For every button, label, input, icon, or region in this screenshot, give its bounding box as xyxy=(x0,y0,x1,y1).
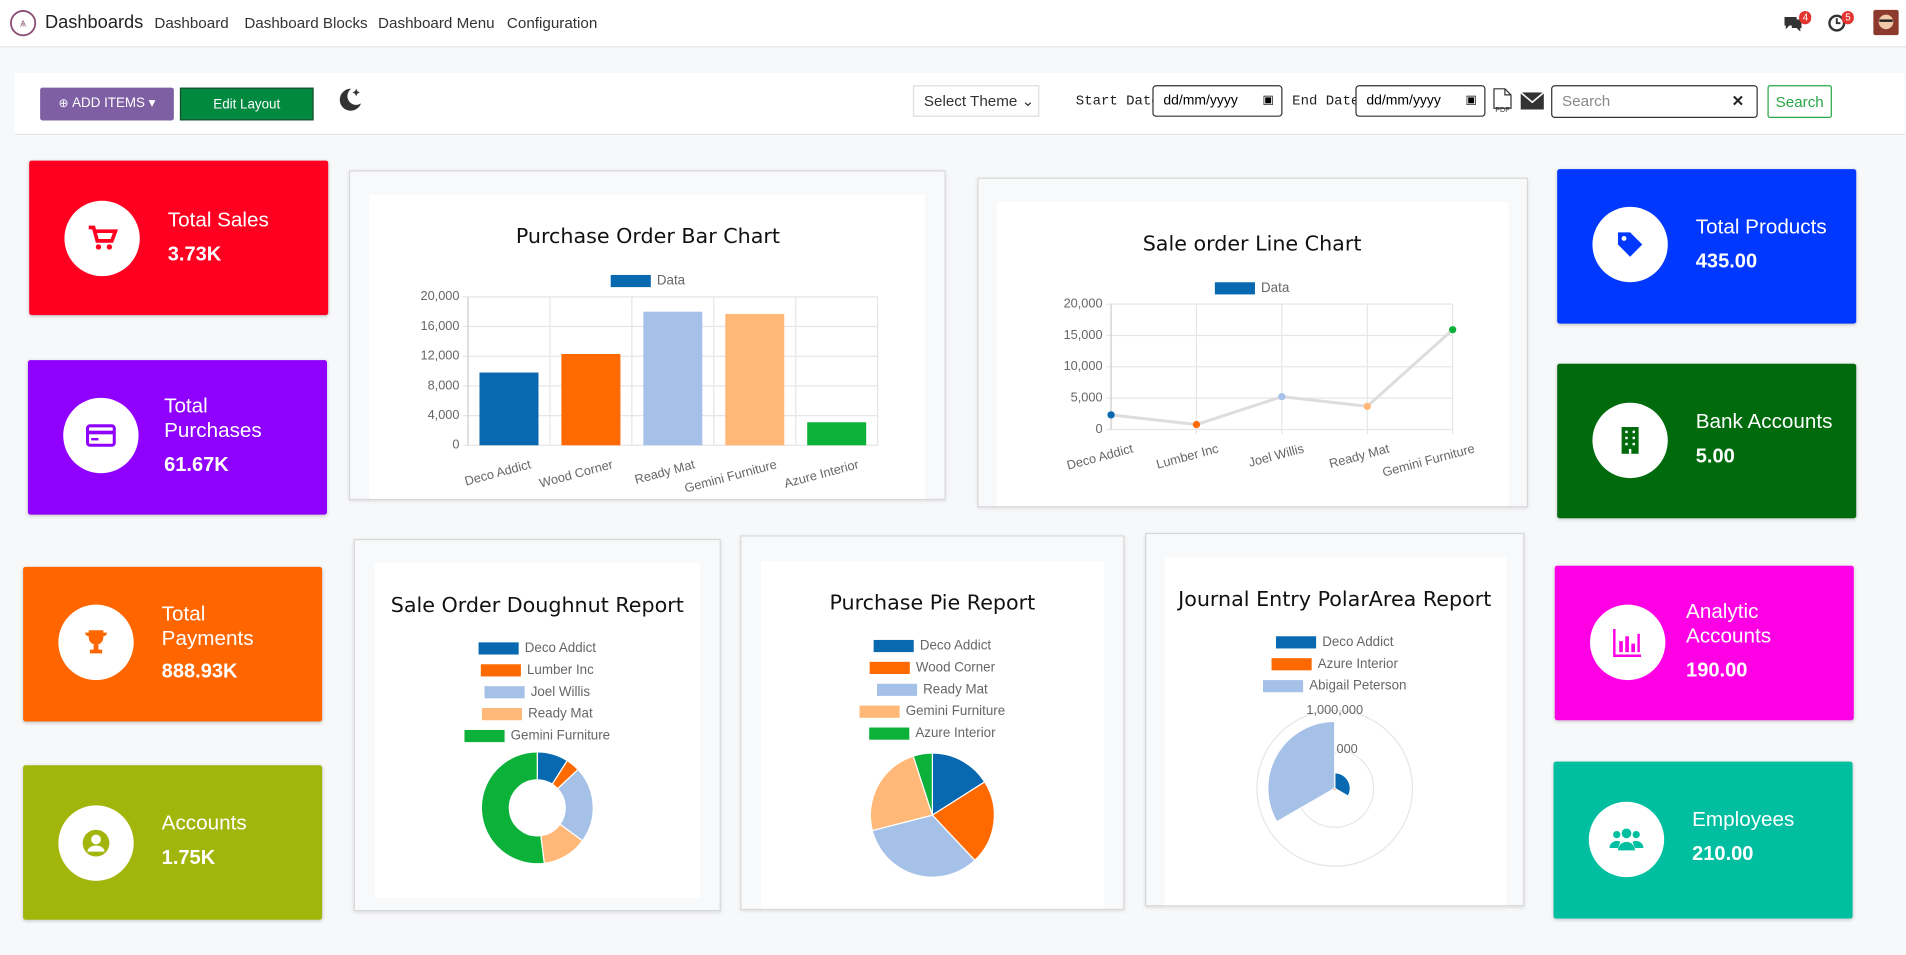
brand[interactable]: Dashboards xyxy=(44,12,144,33)
tile-title: Total Sales xyxy=(167,208,269,232)
tile-title: Total Purchases xyxy=(164,394,262,442)
dark-mode-toggle[interactable] xyxy=(336,85,365,114)
kpi-tile[interactable]: Total Products 435.00 xyxy=(1557,169,1857,324)
theme-select[interactable]: Select Theme ⌄ xyxy=(912,85,1040,117)
pdf-label: PDF xyxy=(1495,105,1510,114)
tile-title: Employees xyxy=(1692,807,1795,831)
tile-value: 190.00 xyxy=(1686,659,1748,682)
tile-value: 888.93K xyxy=(161,660,238,683)
chart-panel xyxy=(348,170,946,501)
end-date-input[interactable]: dd/mm/yyyy ▣ xyxy=(1355,85,1486,117)
placeholder: dd/mm/yyyy xyxy=(1366,93,1441,109)
kpi-tile[interactable]: Analytic Accounts 190.00 xyxy=(1554,565,1854,721)
placeholder: dd/mm/yyyy xyxy=(1163,93,1238,109)
messages-icon[interactable] xyxy=(1782,13,1804,32)
chart-panel xyxy=(353,538,721,912)
tile-icon xyxy=(63,397,139,474)
top-bar: Ѧ Dashboards Dashboard Dashboard Blocks … xyxy=(0,0,1906,48)
menu-item[interactable]: Dashboard Blocks xyxy=(244,14,368,32)
kpi-tile[interactable]: Total Sales 3.73K xyxy=(29,160,329,316)
tile-value: 5.00 xyxy=(1695,445,1735,468)
tile-icon xyxy=(1588,801,1665,878)
kpi-tile[interactable]: Total Purchases 61.67K xyxy=(27,360,327,515)
start-date-label: Start Date: xyxy=(1075,93,1169,110)
activity-badge: 5 xyxy=(1841,10,1855,25)
tile-title: Total Payments xyxy=(161,602,254,650)
tile-icon xyxy=(64,200,140,277)
placeholder: Search xyxy=(1562,92,1611,110)
tile-title: Analytic Accounts xyxy=(1686,599,1772,648)
pdf-button[interactable]: PDF xyxy=(1490,88,1514,117)
tile-icon xyxy=(1590,604,1666,681)
chart-panel xyxy=(1145,532,1525,907)
start-date-input[interactable]: dd/mm/yyyy ▣ xyxy=(1152,85,1283,117)
tile-title: Accounts xyxy=(161,811,247,835)
kpi-tile[interactable]: Accounts 1.75K xyxy=(23,765,323,920)
chart-panel xyxy=(977,177,1529,508)
tile-value: 1.75K xyxy=(161,846,216,869)
kpi-tile[interactable]: Employees 210.00 xyxy=(1553,761,1853,919)
button-label: ADD ITEMS xyxy=(72,96,145,111)
kpi-tile[interactable]: Total Payments 888.93K xyxy=(23,566,323,722)
user-avatar[interactable] xyxy=(1873,9,1899,36)
menu-item[interactable]: Dashboard Menu xyxy=(378,14,495,32)
tile-title: Total Products xyxy=(1695,215,1827,239)
tile-value: 435.00 xyxy=(1695,250,1758,273)
add-items-button[interactable]: ⊕ ADD ITEMS ▾ xyxy=(40,87,174,121)
edit-layout-button[interactable]: Edit Layout xyxy=(179,87,314,121)
search-input[interactable]: Search ✕ xyxy=(1551,85,1758,119)
end-date-label: End Date: xyxy=(1292,93,1368,110)
tile-icon xyxy=(58,805,134,881)
menu-item[interactable]: Dashboard xyxy=(154,14,229,32)
theme-label: Select Theme xyxy=(923,92,1018,110)
tile-value: 61.67K xyxy=(164,453,229,476)
tile-icon xyxy=(58,604,134,681)
tile-title: Bank Accounts xyxy=(1695,409,1833,434)
tile-value: 210.00 xyxy=(1692,843,1754,866)
messages-badge: 4 xyxy=(1799,10,1812,25)
search-button[interactable]: Search xyxy=(1767,85,1832,119)
kpi-tile[interactable]: Bank Accounts 5.00 xyxy=(1557,363,1857,519)
tile-value: 3.73K xyxy=(167,243,222,266)
menu-item[interactable]: Configuration xyxy=(506,14,598,32)
app-logo: Ѧ xyxy=(10,10,37,37)
tile-icon xyxy=(1592,206,1668,283)
email-button[interactable] xyxy=(1520,91,1546,110)
tile-icon xyxy=(1592,402,1668,479)
chart-panel xyxy=(740,535,1125,911)
svg-text:Ѧ: Ѧ xyxy=(20,19,26,29)
